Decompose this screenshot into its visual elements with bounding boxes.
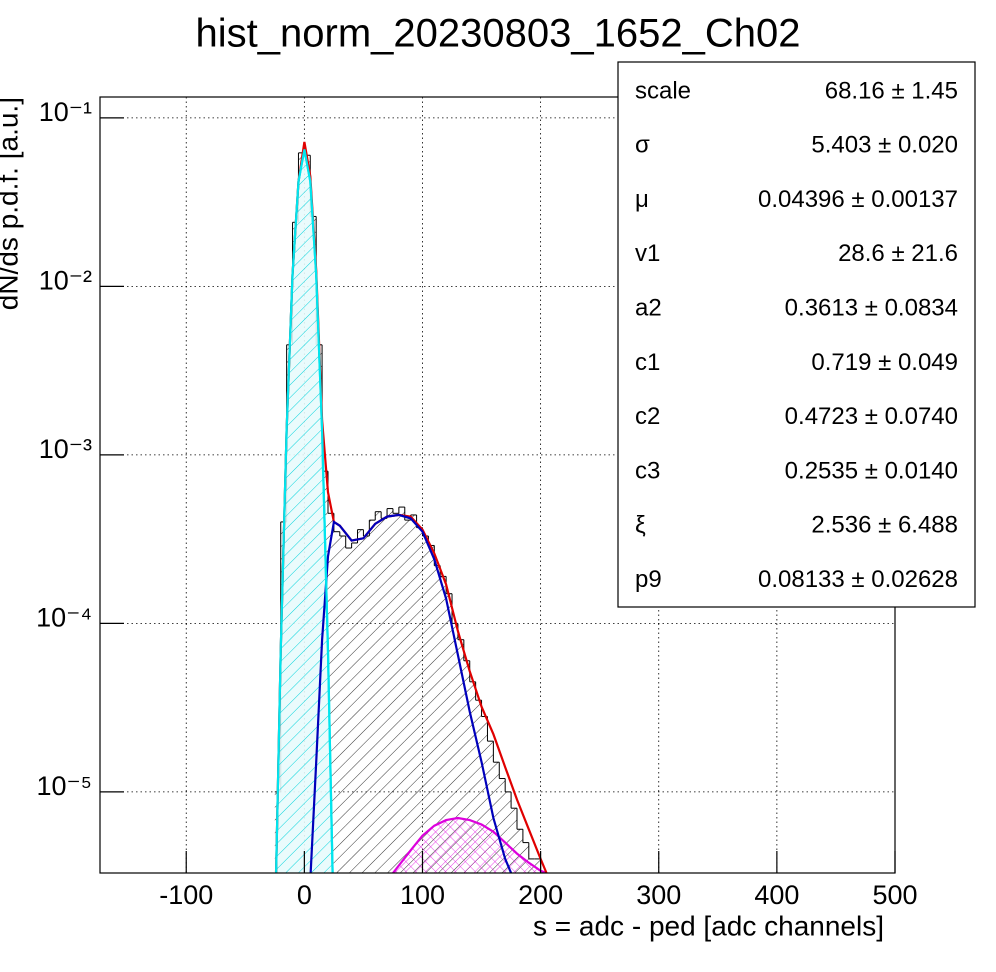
stat-value: 0.04396 ± 0.00137	[758, 186, 958, 213]
histogram-bar	[422, 535, 429, 873]
histogram-bar	[516, 829, 523, 873]
histogram-bar	[363, 535, 370, 873]
plot-area	[274, 141, 548, 873]
histogram-bar	[387, 508, 393, 873]
stats-box	[617, 61, 976, 608]
fit-area	[276, 149, 333, 873]
fit-curve	[392, 816, 547, 873]
histogram-bar	[469, 681, 476, 873]
y-tick-label: 10⁻²	[39, 265, 92, 295]
histogram-bar	[351, 542, 358, 873]
stat-name: c3	[635, 457, 660, 484]
fit-curve	[275, 149, 334, 873]
stat-value: 28.6 ± 21.6	[838, 240, 958, 267]
x-tick-label: 0	[297, 880, 312, 910]
histogram-bar	[357, 529, 364, 873]
stat-value: 2.536 ± 6.488	[811, 512, 958, 539]
stat-value: 68.16 ± 1.45	[825, 77, 958, 104]
x-tick-label: 300	[636, 880, 681, 910]
stat-value: 0.3613 ± 0.0834	[785, 295, 958, 322]
stat-name: a2	[635, 295, 662, 322]
histogram-bar	[499, 778, 506, 873]
stat-value: 5.403 ± 0.020	[811, 132, 958, 159]
y-tick-label: 10⁻³	[39, 434, 92, 464]
y-tick-label: 10⁻⁴	[36, 602, 92, 632]
fit-area	[393, 818, 547, 873]
histogram-bar	[463, 660, 470, 873]
histogram-bar	[333, 531, 340, 873]
stat-name: σ	[635, 132, 650, 159]
histogram-bar	[345, 548, 352, 873]
histogram-bar	[493, 762, 500, 873]
histogram-bar	[475, 700, 482, 873]
histogram-bar	[416, 527, 423, 873]
histogram-bar	[440, 576, 447, 873]
stat-name: c2	[635, 403, 660, 430]
stat-name: ξ	[635, 512, 646, 539]
histogram-bar	[375, 511, 382, 873]
stat-name: c1	[635, 349, 660, 376]
histogram-bar	[398, 507, 405, 873]
histogram-bar	[392, 513, 399, 873]
histogram-bar	[481, 716, 488, 873]
histogram-bar	[339, 535, 346, 873]
histogram-bar	[446, 593, 453, 873]
stat-name: scale	[635, 77, 691, 104]
x-tick-label: 200	[518, 880, 563, 910]
axes: -100 0 100 200 300 400 500 10⁻¹ 10⁻² 10⁻³ 10⁻⁴ 10⁻⁵	[36, 97, 917, 910]
y-axis-label: dN/ds p.d.f. [a.u.]	[0, 97, 23, 310]
histogram-bar	[505, 791, 512, 873]
histogram-bar	[534, 858, 541, 873]
x-tick-label: 100	[400, 880, 445, 910]
histogram-bar	[327, 513, 334, 873]
histogram-bar	[404, 520, 411, 873]
histogram-bar	[434, 565, 441, 873]
histogram-bar	[369, 520, 376, 873]
stat-name: v1	[635, 240, 660, 267]
x-axis-label: s = adc - ped [adc channels]	[533, 910, 884, 941]
fit-curve	[309, 513, 513, 873]
histogram-bar	[511, 808, 517, 873]
histogram-bar	[522, 842, 529, 873]
histogram-bar	[410, 514, 417, 873]
x-tick-label: -100	[159, 880, 213, 910]
chart-title: hist_norm_20230803_1652_Ch02	[196, 12, 801, 56]
stat-name: p9	[635, 566, 662, 593]
stat-value: 0.2535 ± 0.0140	[785, 457, 958, 484]
histogram-bar	[428, 545, 435, 873]
stat-value: 0.08133 ± 0.02628	[758, 566, 958, 593]
stat-value: 0.4723 ± 0.0740	[785, 403, 958, 430]
y-tick-label: 10⁻¹	[39, 97, 92, 127]
x-tick-label: 500	[872, 880, 917, 910]
histogram-bar	[381, 518, 388, 873]
histogram-bar	[452, 623, 458, 873]
x-tick-label: 400	[754, 880, 799, 910]
histogram-bar	[457, 639, 464, 873]
stats: scale 68.16 ± 1.45 σ 5.403 ± 0.020 μ 0.04396 …	[635, 77, 958, 593]
stat-name: μ	[635, 186, 649, 213]
y-tick-label: 10⁻⁵	[37, 771, 92, 801]
stat-value: 0.719 ± 0.049	[811, 349, 958, 376]
